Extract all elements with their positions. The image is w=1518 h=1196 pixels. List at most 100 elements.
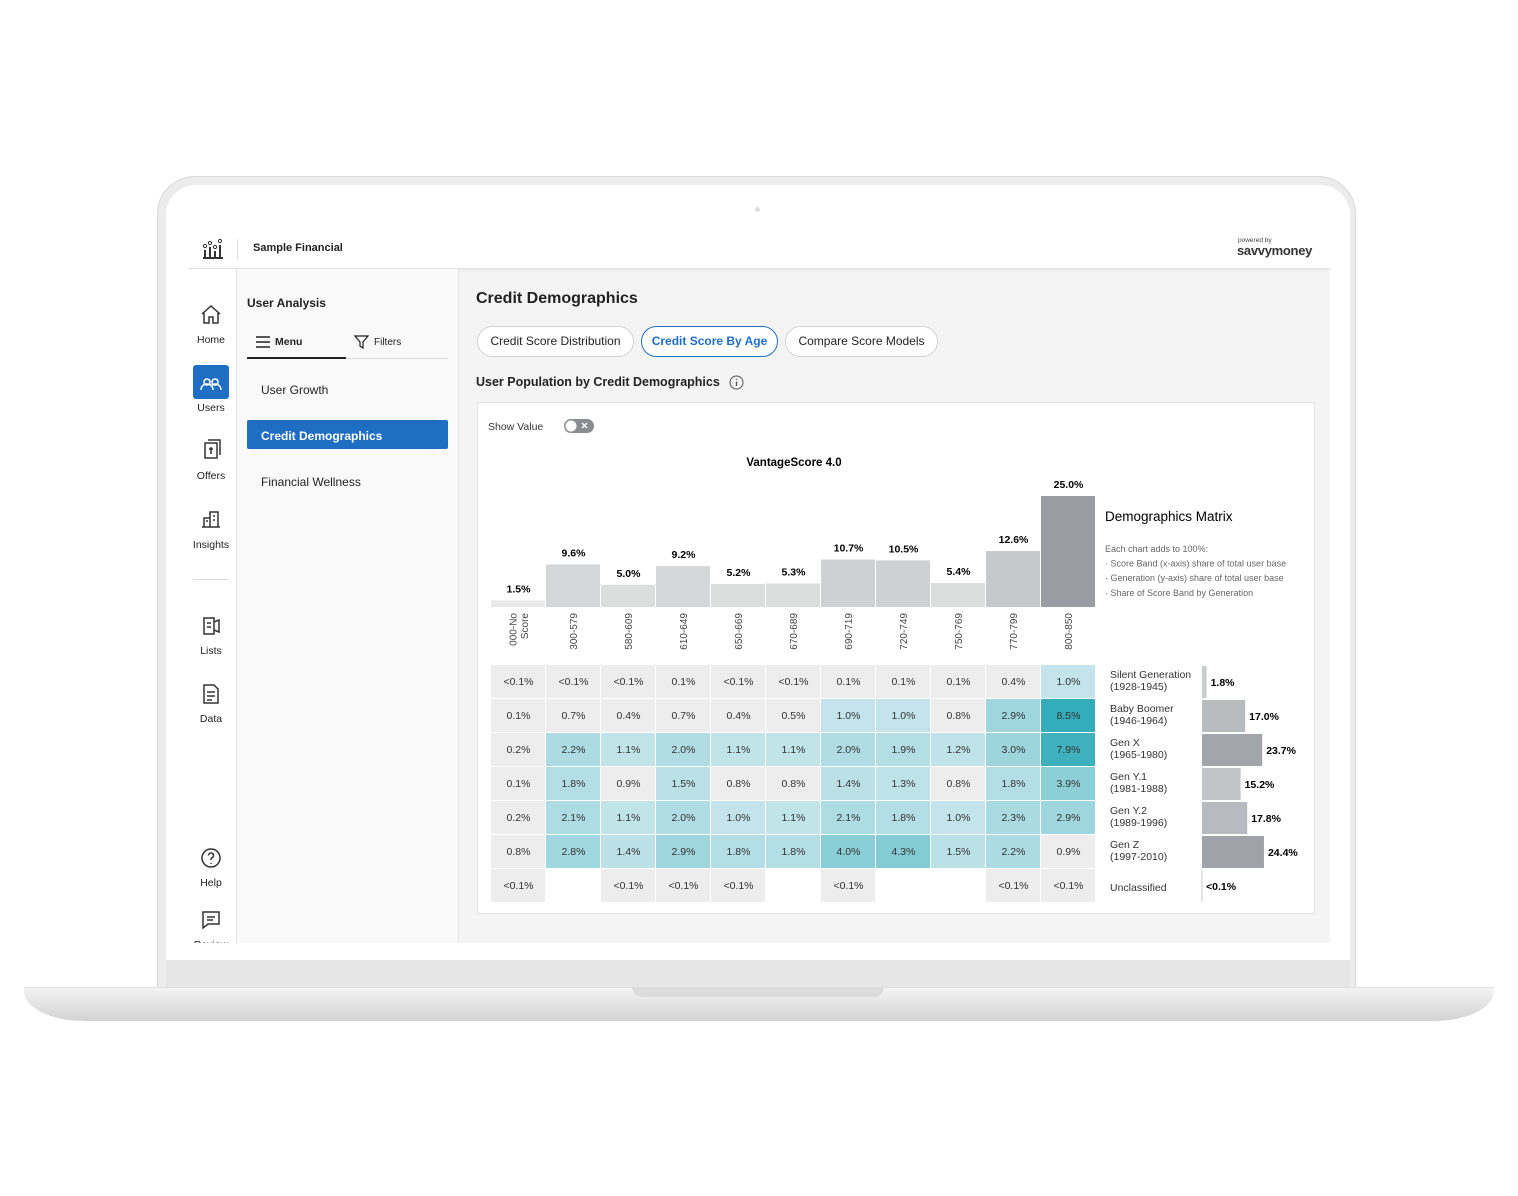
matrix-cell <box>601 835 655 868</box>
matrix-cell-label: 1.4% <box>837 778 861 790</box>
matrix-cell-label: 1.9% <box>892 744 916 756</box>
matrix-cell <box>601 869 655 902</box>
matrix-cell <box>766 665 820 698</box>
generation-value-label: <0.1% <box>1206 881 1237 893</box>
nav-label[interactable]: Users <box>197 402 225 414</box>
tab[interactable]: Menu <box>275 336 303 348</box>
nav-icon[interactable] <box>199 371 223 395</box>
panel-item[interactable]: Credit Demographics <box>261 429 383 443</box>
matrix-cell-label: 8.5% <box>1057 710 1081 722</box>
matrix-cell-label: 2.9% <box>1002 710 1026 722</box>
bar-value-label: 1.5% <box>507 583 532 595</box>
matrix-cell-label: 0.1% <box>837 676 861 688</box>
matrix-cell-label: 1.1% <box>727 744 751 756</box>
nav-icon[interactable] <box>199 908 223 932</box>
bar <box>1041 496 1095 607</box>
matrix-cell <box>931 801 985 834</box>
matrix-cell <box>821 801 875 834</box>
matrix-cell <box>601 699 655 732</box>
matrix-cell-label: 0.8% <box>782 778 806 790</box>
nav-icon[interactable] <box>199 846 223 870</box>
menu-icon <box>256 336 270 348</box>
nav-label[interactable]: Data <box>199 713 223 725</box>
nav-label[interactable]: Home <box>196 334 225 346</box>
nav-icon[interactable] <box>199 507 223 531</box>
matrix-cell-label: <0.1% <box>503 676 533 688</box>
tab-pill[interactable]: Compare Score Models <box>785 326 938 357</box>
tab[interactable]: Filters <box>374 337 402 348</box>
bar <box>546 564 600 607</box>
matrix-cell-label: 1.0% <box>1057 676 1081 688</box>
matrix-cell-label: 1.0% <box>727 812 751 824</box>
nav-icon[interactable] <box>199 682 223 706</box>
matrix-cell-label: 0.1% <box>507 710 531 722</box>
matrix-cell-label: 0.9% <box>1057 846 1081 858</box>
matrix-cell-label: 0.4% <box>727 710 751 722</box>
bar-value-label: 5.3% <box>782 566 807 578</box>
nav-label[interactable]: Review <box>188 939 234 943</box>
matrix-cell-label: 4.3% <box>892 846 916 858</box>
matrix-cell <box>656 733 710 766</box>
generation-value-label: 17.0% <box>1249 711 1279 723</box>
nav-label[interactable]: Offers <box>196 470 226 482</box>
matrix-cell-label: 0.1% <box>947 676 971 688</box>
matrix-cell <box>1041 869 1095 902</box>
nav-separator <box>193 579 229 580</box>
nav-icon[interactable] <box>199 614 223 638</box>
section-title: User Population by Credit Demographics <box>476 375 720 389</box>
matrix-cell <box>876 835 930 868</box>
panel-item-bg <box>247 420 448 449</box>
matrix-cell <box>491 733 545 766</box>
nav-label[interactable]: Lists <box>200 645 222 657</box>
savvymoney-logo: savvymoney <box>1237 243 1313 258</box>
matrix-cell <box>821 835 875 868</box>
nav-label[interactable]: Insights <box>192 539 230 551</box>
x-category-label: 670-689 <box>789 613 800 650</box>
info-icon[interactable] <box>729 375 744 390</box>
matrix-note: · Score Band (x-axis) share of total use… <box>1105 559 1286 569</box>
matrix-cell <box>766 801 820 834</box>
bar <box>711 583 765 607</box>
generation-value-label: 15.2% <box>1245 779 1275 791</box>
tab-pill[interactable]: Credit Score Distribution <box>477 326 634 357</box>
tab-pill[interactable]: Credit Score By Age <box>641 326 778 357</box>
generation-value-label: 1.8% <box>1211 677 1236 689</box>
generation-bar <box>1202 768 1241 800</box>
matrix-cell <box>821 665 875 698</box>
matrix-cell-label: <0.1% <box>723 676 753 688</box>
matrix-cell <box>876 767 930 800</box>
panel-item[interactable]: User Growth <box>261 383 329 397</box>
matrix-cell <box>656 801 710 834</box>
page-title: Credit Demographics <box>476 290 638 307</box>
generation-label: Baby Boomer (1946-1964) <box>1110 703 1174 727</box>
matrix-cell-label: 1.0% <box>892 710 916 722</box>
bar <box>766 583 820 607</box>
matrix-cell-label: <0.1% <box>998 880 1028 892</box>
matrix-cell <box>546 733 600 766</box>
nav-icon[interactable] <box>199 438 223 462</box>
powered-by: powered by <box>1238 237 1272 244</box>
matrix-cell-label: <0.1% <box>613 880 643 892</box>
matrix-cell <box>711 699 765 732</box>
matrix-cell-label: 0.7% <box>672 710 696 722</box>
x-category-label: 690-719 <box>844 613 855 650</box>
generation-bar <box>1202 836 1264 868</box>
matrix-cell-label: 1.8% <box>562 778 586 790</box>
matrix-cell-label: 0.1% <box>892 676 916 688</box>
matrix-cell-label: 0.4% <box>617 710 641 722</box>
matrix-cell-label: 2.9% <box>1057 812 1081 824</box>
nav-label[interactable]: Help <box>200 877 222 889</box>
matrix-cell <box>491 665 545 698</box>
generation-bar <box>1202 700 1246 732</box>
matrix-cell <box>821 869 875 902</box>
matrix-cell-label: 1.1% <box>782 744 806 756</box>
matrix-cell-label: 2.3% <box>1002 812 1026 824</box>
matrix-cell <box>766 835 820 868</box>
generation-bar <box>1202 802 1248 834</box>
app-logo <box>202 238 223 259</box>
panel-item[interactable]: Financial Wellness <box>261 475 361 489</box>
matrix-note: · Share of Score Band by Generation <box>1105 588 1253 598</box>
icon-path <box>204 439 221 459</box>
nav-icon[interactable] <box>199 303 223 327</box>
